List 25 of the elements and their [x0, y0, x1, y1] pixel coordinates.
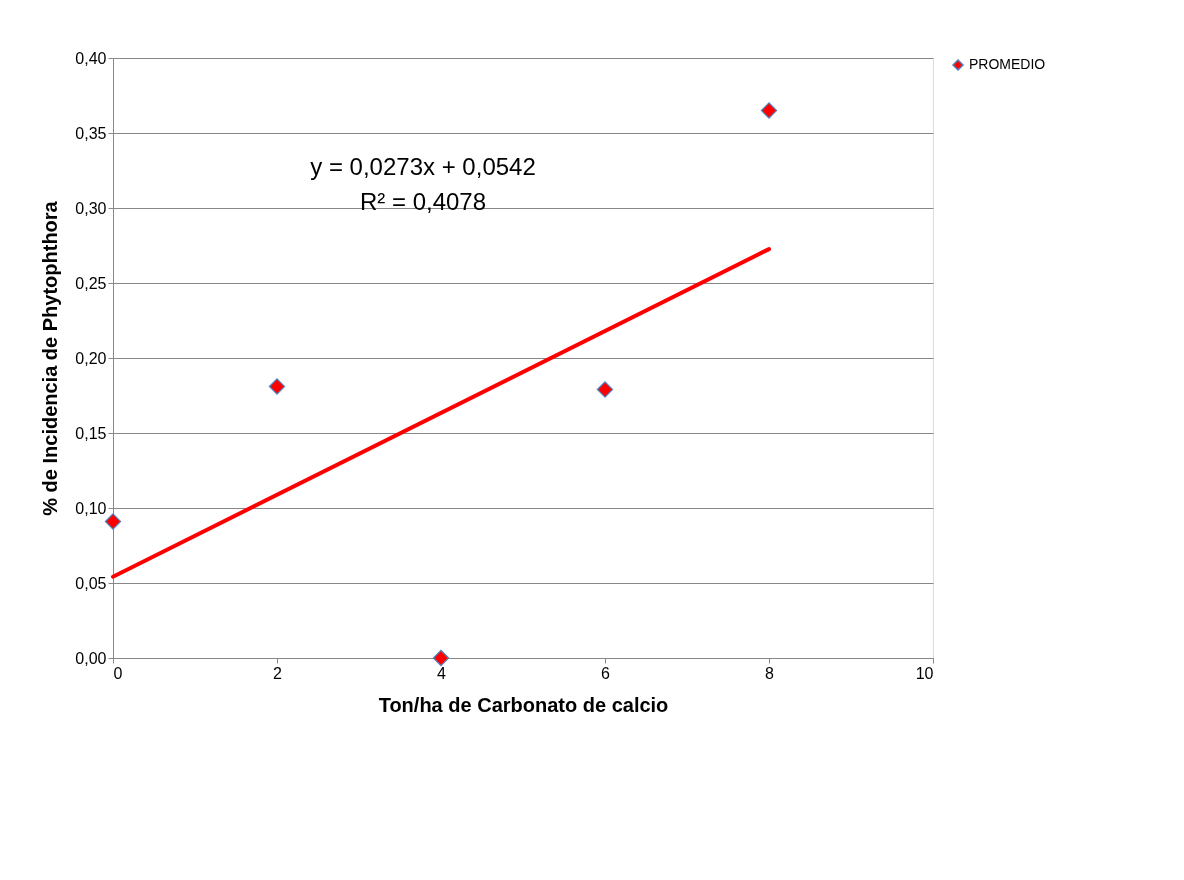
x-tick-label: 6: [601, 664, 611, 682]
point: [432, 649, 450, 667]
point: [596, 381, 614, 398]
x-tick-label: 2: [273, 664, 283, 682]
point: [760, 102, 778, 119]
y-tick-label: 0,00: [75, 649, 107, 667]
annotation: R² = 0,4078: [359, 188, 487, 215]
point: [104, 513, 122, 530]
y-tick-label: 0,10: [75, 499, 107, 517]
x-tick-label: 8: [765, 664, 775, 682]
x-tick-label: 10: [915, 664, 934, 682]
x-axis-title: Ton/ha de Carbonato de calcio: [378, 693, 669, 716]
legend-label: PROMEDIO: [969, 56, 1046, 72]
y-tick-label: 0,25: [75, 274, 107, 292]
y-tick-label: 0,15: [75, 424, 107, 442]
y-tick-label: 0,20: [75, 349, 107, 367]
annotation: y = 0,0273x + 0,0542: [310, 153, 536, 180]
y-tick-label: 0,40: [75, 49, 107, 67]
y-axis-title: % de Incidencia de Phytophthora: [39, 200, 62, 516]
x-tick-label: 0: [113, 664, 123, 682]
x-tick-label: 4: [437, 664, 447, 682]
point: [268, 378, 286, 395]
y-tick-label: 0,05: [75, 574, 107, 592]
y-tick-label: 0,35: [75, 124, 107, 142]
y-tick-label: 0,30: [75, 199, 107, 217]
